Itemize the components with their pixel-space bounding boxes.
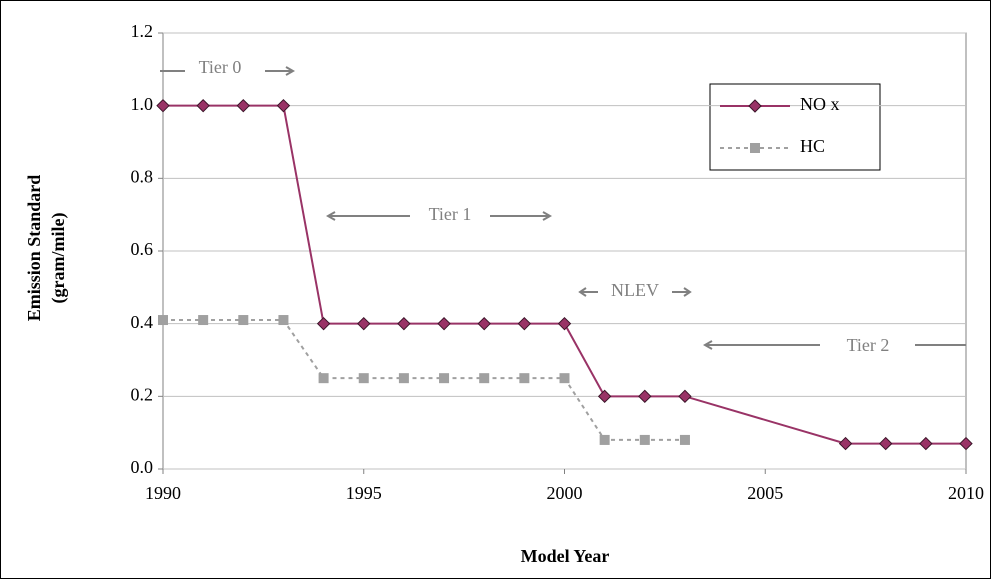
point — [236, 98, 251, 113]
y-axis-title: (gram/mile) — [48, 213, 69, 304]
point — [398, 373, 409, 384]
y-tick-label: 0.2 — [131, 384, 154, 404]
point — [358, 373, 369, 384]
x-axis-title: Model Year — [521, 546, 610, 566]
arrow — [160, 66, 296, 76]
point — [357, 316, 371, 331]
y-tick-label: 0.8 — [131, 166, 154, 186]
point — [479, 373, 490, 384]
point — [919, 436, 933, 451]
legend-label: NO x — [800, 94, 840, 114]
point — [318, 373, 329, 384]
x-tick-label: 2000 — [547, 483, 583, 503]
point — [597, 389, 612, 404]
y-axis-title: Emission Standard — [24, 175, 44, 322]
point — [878, 436, 893, 451]
point — [679, 434, 690, 445]
point — [638, 389, 652, 404]
y-tick-label: 0.0 — [131, 457, 154, 477]
annotation: NLEV — [611, 280, 659, 300]
y-tick-label: 1.0 — [131, 94, 154, 114]
legend — [709, 83, 881, 171]
point — [678, 389, 692, 404]
point — [517, 316, 532, 331]
arrow — [578, 287, 692, 297]
point — [198, 315, 209, 326]
point — [477, 316, 491, 331]
point — [557, 316, 572, 331]
arrow — [702, 340, 966, 350]
point — [276, 98, 291, 113]
point — [959, 436, 973, 451]
legend-label: HC — [800, 136, 825, 156]
point — [639, 434, 650, 445]
point — [156, 98, 170, 113]
point — [437, 316, 451, 331]
x-tick-label: 2005 — [747, 483, 783, 503]
point — [196, 98, 210, 113]
annotation: Tier 1 — [429, 204, 472, 224]
point — [238, 315, 249, 326]
annotations: Tier 0 Tier 1 NLEV Tier 2 — [160, 57, 966, 355]
point — [316, 316, 331, 331]
y-tick-label: 0.6 — [131, 239, 154, 259]
point — [397, 316, 411, 331]
legend-marker — [748, 99, 762, 113]
y-tick-label: 0.4 — [131, 312, 154, 332]
legend-marker — [750, 143, 760, 153]
y-tick-label: 1.2 — [131, 21, 154, 41]
point — [158, 315, 168, 326]
point — [278, 315, 289, 326]
point — [559, 373, 570, 384]
series-line — [163, 319, 685, 441]
annotation: Tier 2 — [847, 335, 890, 355]
point — [599, 434, 610, 445]
point — [838, 436, 853, 451]
x-tick-label: 1990 — [145, 483, 181, 503]
annotation: Tier 0 — [199, 57, 242, 77]
x-tick-label: 1995 — [346, 483, 382, 503]
x-tick-label: 2010 — [948, 483, 984, 503]
point — [519, 373, 530, 384]
point — [439, 373, 450, 384]
arrow — [325, 211, 553, 221]
